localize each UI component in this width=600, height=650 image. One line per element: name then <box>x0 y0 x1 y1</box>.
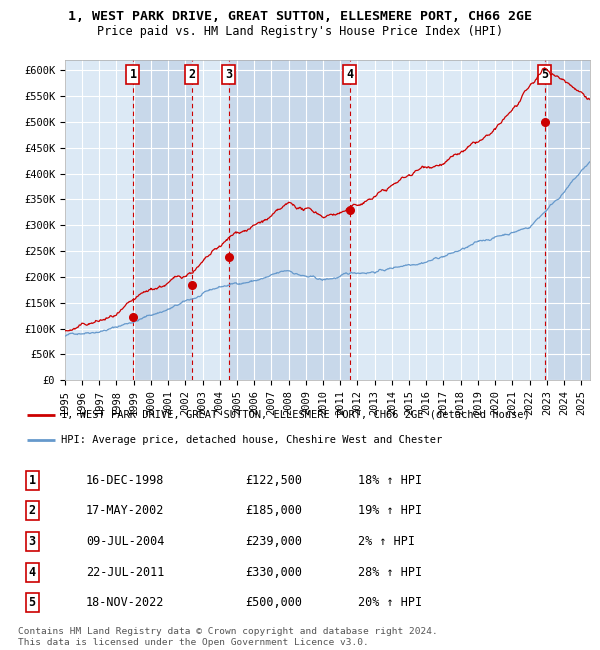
Text: Contains HM Land Registry data © Crown copyright and database right 2024.
This d: Contains HM Land Registry data © Crown c… <box>18 627 438 647</box>
Text: 2% ↑ HPI: 2% ↑ HPI <box>358 535 415 548</box>
Bar <box>350 60 545 380</box>
Text: £330,000: £330,000 <box>245 566 302 578</box>
Text: HPI: Average price, detached house, Cheshire West and Chester: HPI: Average price, detached house, Ches… <box>61 435 442 445</box>
Text: 18-NOV-2022: 18-NOV-2022 <box>86 596 164 609</box>
Text: 3: 3 <box>29 535 36 548</box>
Text: 17-MAY-2002: 17-MAY-2002 <box>86 504 164 517</box>
Text: 4: 4 <box>29 566 36 578</box>
Text: 2: 2 <box>29 504 36 517</box>
Text: £185,000: £185,000 <box>245 504 302 517</box>
Text: 5: 5 <box>541 68 548 81</box>
Bar <box>133 60 191 380</box>
Text: 18% ↑ HPI: 18% ↑ HPI <box>358 474 422 487</box>
Text: 1: 1 <box>130 68 137 81</box>
Text: 09-JUL-2004: 09-JUL-2004 <box>86 535 164 548</box>
Text: 28% ↑ HPI: 28% ↑ HPI <box>358 566 422 578</box>
Bar <box>229 60 350 380</box>
Text: 22-JUL-2011: 22-JUL-2011 <box>86 566 164 578</box>
Text: 5: 5 <box>29 596 36 609</box>
Text: 20% ↑ HPI: 20% ↑ HPI <box>358 596 422 609</box>
Text: Price paid vs. HM Land Registry's House Price Index (HPI): Price paid vs. HM Land Registry's House … <box>97 25 503 38</box>
Text: 1, WEST PARK DRIVE, GREAT SUTTON, ELLESMERE PORT, CH66 2GE (detached house): 1, WEST PARK DRIVE, GREAT SUTTON, ELLESM… <box>61 410 529 420</box>
Text: 4: 4 <box>346 68 353 81</box>
Text: 16-DEC-1998: 16-DEC-1998 <box>86 474 164 487</box>
Text: 19% ↑ HPI: 19% ↑ HPI <box>358 504 422 517</box>
Text: £122,500: £122,500 <box>245 474 302 487</box>
Text: £239,000: £239,000 <box>245 535 302 548</box>
Text: 1: 1 <box>29 474 36 487</box>
Text: 3: 3 <box>225 68 232 81</box>
Bar <box>191 60 229 380</box>
Text: 1, WEST PARK DRIVE, GREAT SUTTON, ELLESMERE PORT, CH66 2GE: 1, WEST PARK DRIVE, GREAT SUTTON, ELLESM… <box>68 10 532 23</box>
Text: £500,000: £500,000 <box>245 596 302 609</box>
Bar <box>545 60 590 380</box>
Text: 2: 2 <box>188 68 195 81</box>
Bar <box>65 60 133 380</box>
